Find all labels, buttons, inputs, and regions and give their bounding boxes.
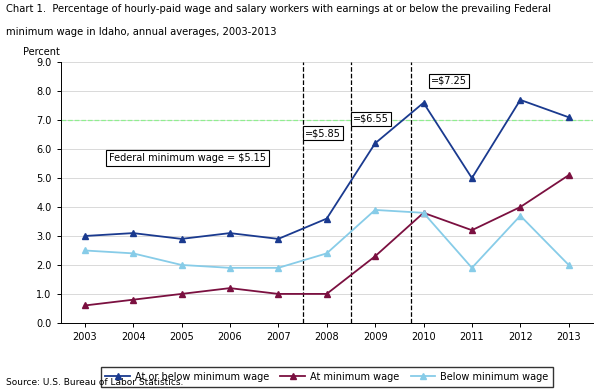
Text: Federal minimum wage = $5.15: Federal minimum wage = $5.15	[109, 153, 266, 163]
Text: Chart 1.  Percentage of hourly-paid wage and salary workers with earnings at or : Chart 1. Percentage of hourly-paid wage …	[6, 4, 551, 14]
Legend: At or below minimum wage, At minimum wage, Below minimum wage: At or below minimum wage, At minimum wag…	[100, 367, 553, 387]
Text: Percent: Percent	[23, 47, 60, 57]
Text: minimum wage in Idaho, annual averages, 2003-2013: minimum wage in Idaho, annual averages, …	[6, 27, 276, 37]
Text: =$5.85: =$5.85	[305, 128, 341, 138]
Text: Source: U.S. Bureau of Labor Statistics.: Source: U.S. Bureau of Labor Statistics.	[6, 378, 183, 387]
Text: =$6.55: =$6.55	[353, 114, 389, 124]
Text: =$7.25: =$7.25	[431, 76, 467, 86]
